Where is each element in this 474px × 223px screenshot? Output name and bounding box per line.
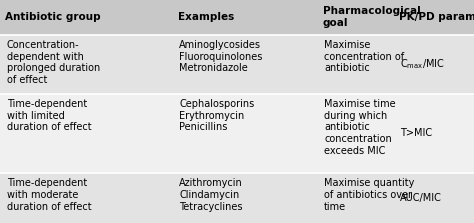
Bar xyxy=(0,173,474,223)
Text: T>MIC: T>MIC xyxy=(400,128,432,138)
Text: AUC/MIC: AUC/MIC xyxy=(400,193,442,203)
Text: Concentration-
dependent with
prolonged duration
of effect: Concentration- dependent with prolonged … xyxy=(7,40,100,85)
Text: $\mathsf{C_{max}}$/MIC: $\mathsf{C_{max}}$/MIC xyxy=(400,57,445,71)
Bar xyxy=(0,35,474,94)
Text: Pharmacological
goal: Pharmacological goal xyxy=(323,6,420,28)
Text: Maximise quantity
of antibiotics over
time: Maximise quantity of antibiotics over ti… xyxy=(324,178,415,212)
Text: Antibiotic group: Antibiotic group xyxy=(5,12,101,22)
Text: Aminoglycosides
Fluoroquinolones
Metronidazole: Aminoglycosides Fluoroquinolones Metroni… xyxy=(179,40,263,73)
Text: PK/PD parameter: PK/PD parameter xyxy=(399,12,474,22)
Text: Maximise
concentration of
antibiotic: Maximise concentration of antibiotic xyxy=(324,40,404,73)
Bar xyxy=(0,94,474,173)
Text: Cephalosporins
Erythromycin
Penicillins: Cephalosporins Erythromycin Penicillins xyxy=(179,99,255,132)
Text: Time-dependent
with moderate
duration of effect: Time-dependent with moderate duration of… xyxy=(7,178,91,212)
Bar xyxy=(0,0,474,35)
Text: Maximise time
during which
antibiotic
concentration
exceeds MIC: Maximise time during which antibiotic co… xyxy=(324,99,396,156)
Text: Time-dependent
with limited
duration of effect: Time-dependent with limited duration of … xyxy=(7,99,91,132)
Text: Azithromycin
Clindamycin
Tetracyclines: Azithromycin Clindamycin Tetracyclines xyxy=(179,178,243,212)
Text: Examples: Examples xyxy=(178,12,234,22)
